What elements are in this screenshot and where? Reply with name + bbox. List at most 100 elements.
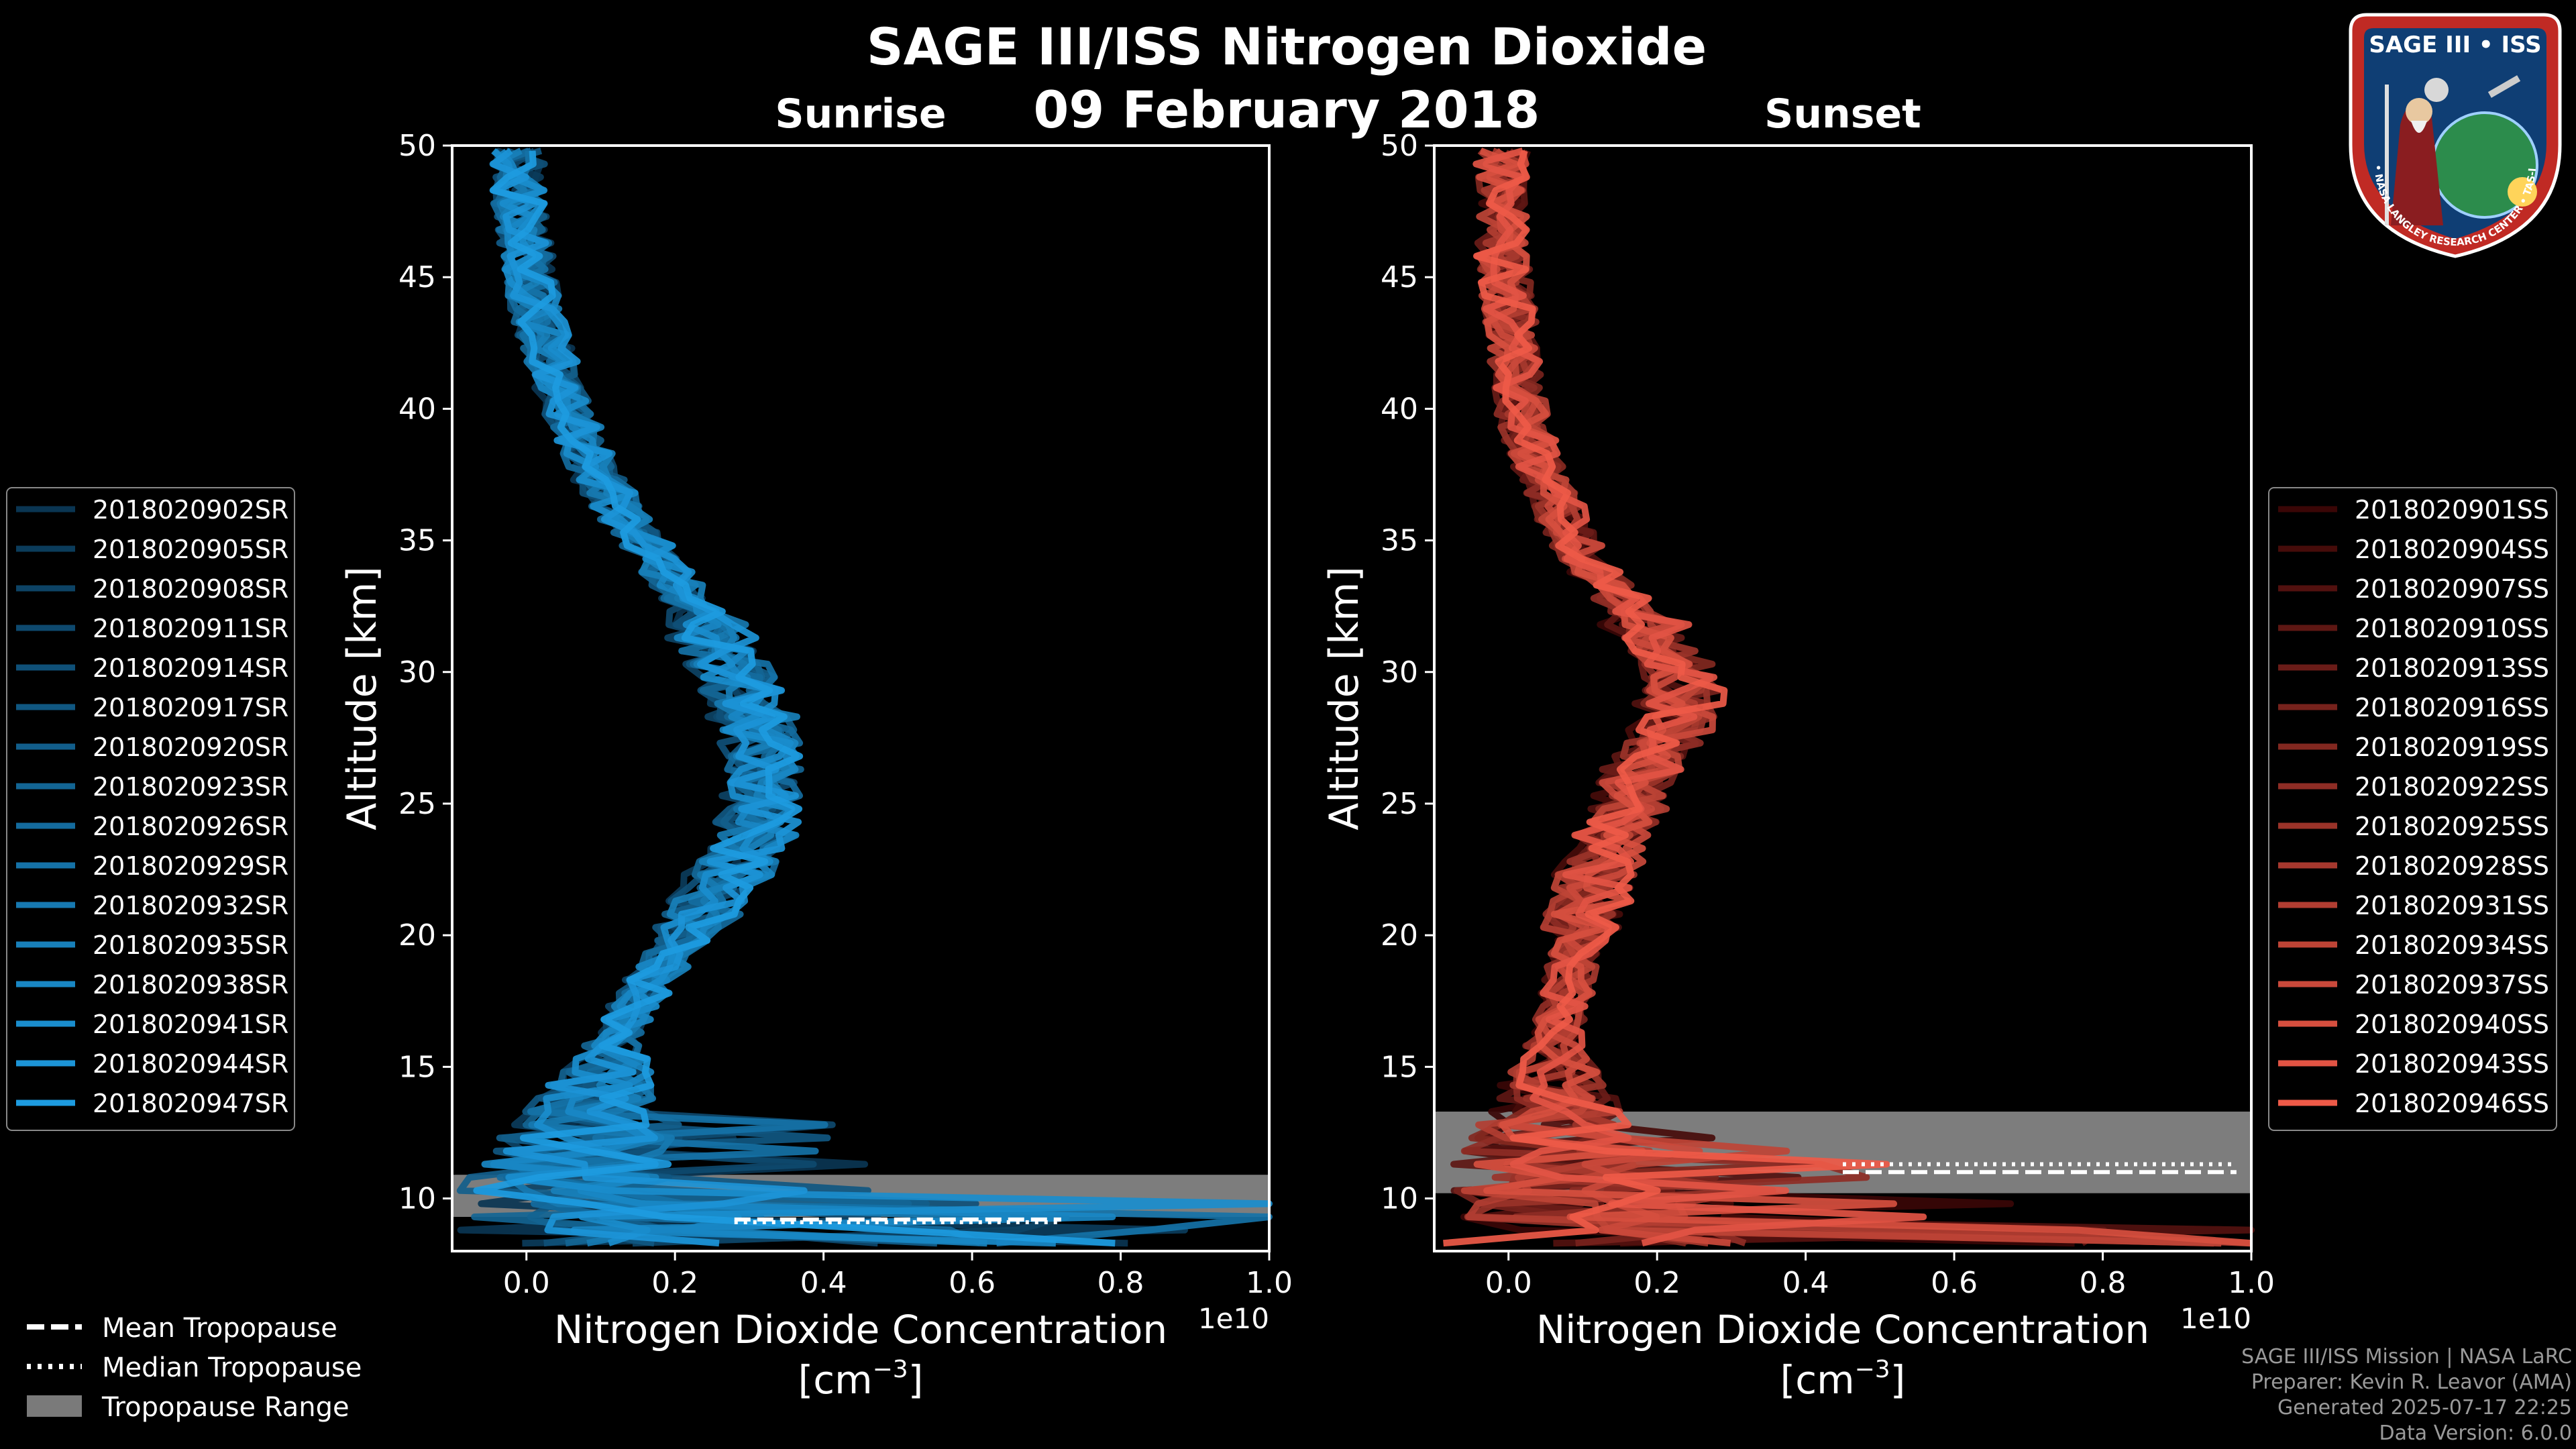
credits-version: Data Version: 6.0.0 bbox=[2379, 1421, 2572, 1445]
sunset-x-tick-label: 0.8 bbox=[2080, 1266, 2127, 1300]
astronomer-figure-icon bbox=[2391, 103, 2443, 225]
sunset-legend-label: 2018020928SS bbox=[2355, 851, 2549, 881]
sunset-legend-label: 2018020922SS bbox=[2355, 772, 2549, 802]
sunset-x-ticks: 0.0 0.2 0.4 0.6 0.8 1.0 bbox=[1485, 1251, 2275, 1300]
sunset-legend-label: 2018020934SS bbox=[2355, 930, 2549, 960]
sunset-plot-frame bbox=[1433, 144, 2253, 1252]
sunrise-legend-label: 2018020938SR bbox=[93, 970, 288, 1000]
sunset-y-tick-label: 35 bbox=[1381, 524, 1418, 558]
sunrise-panel: 10 15 20 25 30 35 40 45 50 0.0 0.2 0.4 0.6 0.8 1.0 Al… bbox=[339, 129, 1293, 1403]
sunrise-legend-label: 2018020902SR bbox=[93, 495, 288, 525]
logo-name: SAGE III • ISS bbox=[2369, 32, 2541, 58]
sunrise-legend-label: 2018020914SR bbox=[93, 653, 288, 683]
sunrise-legend-label: 2018020947SR bbox=[93, 1089, 288, 1118]
sunrise-x-tick-label: 1.0 bbox=[1246, 1266, 1293, 1300]
sunrise-x-ticks: 0.0 0.2 0.4 0.6 0.8 1.0 bbox=[503, 1251, 1293, 1300]
sunrise-y-axis-label: Altitude [km] bbox=[339, 566, 386, 830]
sunrise-legend-label: 2018020941SR bbox=[93, 1010, 288, 1039]
sunrise-legend-label: 2018020932SR bbox=[93, 891, 288, 920]
credits-preparer: Preparer: Kevin R. Leavor (AMA) bbox=[2251, 1371, 2572, 1394]
sunrise-x-tick-label: 0.6 bbox=[949, 1266, 996, 1300]
sunrise-x-tick-label: 0.8 bbox=[1097, 1266, 1144, 1300]
credits-mission: SAGE III/ISS Mission | NASA LaRC bbox=[2241, 1345, 2572, 1368]
sunrise-subtitle: Sunrise bbox=[775, 91, 946, 138]
sunset-x-axis-units: [cm−3] bbox=[1780, 1356, 1906, 1403]
sunrise-profile-2018020947SR bbox=[473, 150, 1116, 1247]
sunrise-legend-label: 2018020923SR bbox=[93, 772, 288, 802]
sunrise-profile-2018020941SR bbox=[491, 148, 1273, 1246]
sun-icon bbox=[2508, 177, 2537, 207]
sunset-legend-label: 2018020913SS bbox=[2355, 653, 2549, 683]
moon-icon bbox=[2424, 78, 2449, 102]
sunset-y-tick-label: 40 bbox=[1381, 392, 1418, 426]
sunset-legend-label: 2018020901SS bbox=[2355, 495, 2549, 525]
sunrise-y-tick-label: 50 bbox=[398, 129, 436, 163]
sunrise-y-tick-label: 25 bbox=[398, 787, 436, 821]
sunset-legend-label: 2018020943SS bbox=[2355, 1049, 2549, 1079]
sunrise-legend-label: 2018020944SR bbox=[93, 1049, 288, 1079]
mean-tropopause-label: Mean Tropopause bbox=[102, 1313, 337, 1344]
sunrise-x-axis-units: [cm−3] bbox=[798, 1356, 924, 1403]
sunset-legend-label: 2018020931SS bbox=[2355, 891, 2549, 920]
sunrise-profiles bbox=[456, 147, 1273, 1247]
sunrise-x-axis-label: Nitrogen Dioxide Concentration bbox=[554, 1307, 1167, 1352]
sunset-x-tick-label: 1.0 bbox=[2228, 1266, 2275, 1300]
sunrise-legend-label: 2018020935SR bbox=[93, 930, 288, 960]
sunrise-x-tick-label: 0.0 bbox=[503, 1266, 550, 1300]
credits: SAGE III/ISS Mission | NASA LaRC Prepare… bbox=[2241, 1344, 2572, 1446]
sunset-legend-label: 2018020946SS bbox=[2355, 1089, 2549, 1118]
sunset-x-tick-label: 0.4 bbox=[1782, 1266, 1829, 1300]
sunrise-y-tick-label: 40 bbox=[398, 392, 436, 426]
sunset-y-tick-label: 30 bbox=[1381, 655, 1418, 690]
sunrise-x-tick-label: 0.2 bbox=[651, 1266, 698, 1300]
sunset-tropopause-lines bbox=[1843, 1162, 2237, 1175]
sunrise-legend-label: 2018020926SR bbox=[93, 812, 288, 841]
sunset-legend-label: 2018020907SS bbox=[2355, 574, 2549, 604]
tropopause-range-label: Tropopause Range bbox=[101, 1392, 350, 1423]
sunset-x-tick-label: 0.2 bbox=[1633, 1266, 1680, 1300]
sunrise-y-tick-label: 20 bbox=[398, 918, 436, 953]
sunset-profiles bbox=[1443, 147, 2255, 1247]
sunset-legend-label: 2018020919SS bbox=[2355, 733, 2549, 762]
sunset-panel: 10 15 20 25 30 35 40 45 50 0.0 0.2 0.4 0.6 0.8 1.0 Al… bbox=[1321, 129, 2275, 1403]
sunset-x-multiplier: 1e10 bbox=[2180, 1302, 2251, 1335]
chart-title: SAGE III/ISS Nitrogen Dioxide bbox=[867, 17, 1707, 76]
sunrise-y-tick-label: 10 bbox=[398, 1182, 436, 1216]
sunset-legend: 2018020901SS 2018020904SS 2018020907SS 2018… bbox=[2268, 487, 2557, 1131]
sunrise-plot-frame bbox=[451, 144, 1271, 1252]
sunrise-x-tick-label: 0.4 bbox=[800, 1266, 847, 1300]
sunset-subtitle: Sunset bbox=[1764, 91, 1921, 138]
sunrise-legend-label: 2018020929SR bbox=[93, 851, 288, 881]
sunset-y-axis-label: Altitude [km] bbox=[1321, 566, 1368, 830]
sunrise-legend-label: 2018020911SR bbox=[93, 614, 288, 643]
sunset-legend-label: 2018020910SS bbox=[2355, 614, 2549, 643]
sunrise-y-tick-label: 15 bbox=[398, 1050, 436, 1084]
sunrise-profile-2018020935SR bbox=[490, 148, 987, 1247]
sunset-y-ticks: 10 15 20 25 30 35 40 45 50 bbox=[1381, 129, 1434, 1216]
sunset-legend-label: 2018020940SS bbox=[2355, 1010, 2549, 1039]
sunrise-legend-label: 2018020905SR bbox=[93, 535, 288, 564]
credits-generated: Generated 2025-07-17 22:25 bbox=[2277, 1396, 2572, 1419]
chart-date: 09 February 2018 bbox=[1034, 80, 1540, 140]
sunset-legend-label: 2018020925SS bbox=[2355, 812, 2549, 841]
sunset-x-tick-label: 0.0 bbox=[1485, 1266, 1532, 1300]
sunset-legend-label: 2018020937SS bbox=[2355, 970, 2549, 1000]
sunset-y-tick-label: 15 bbox=[1381, 1050, 1418, 1084]
sunrise-legend-label: 2018020920SR bbox=[93, 733, 288, 762]
sunrise-legend-label: 2018020917SR bbox=[93, 693, 288, 722]
sunset-x-axis-label: Nitrogen Dioxide Concentration bbox=[1536, 1307, 2149, 1352]
sunset-y-tick-label: 45 bbox=[1381, 260, 1418, 294]
iss-icon bbox=[2487, 75, 2521, 98]
sunset-y-tick-label: 20 bbox=[1381, 918, 1418, 953]
sunset-plot-area bbox=[1434, 146, 2251, 1251]
sunrise-y-ticks: 10 15 20 25 30 35 40 45 50 bbox=[398, 129, 452, 1216]
sunrise-tropopause-lines bbox=[734, 1217, 1061, 1224]
sunrise-y-tick-label: 45 bbox=[398, 260, 436, 294]
sunrise-y-tick-label: 30 bbox=[398, 655, 436, 690]
tropopause-legend: Mean Tropopause Median Tropopause Tropop… bbox=[27, 1313, 362, 1423]
sunrise-legend: 2018020902SR 2018020905SR 2018020908SR 2018… bbox=[6, 487, 295, 1131]
sunset-x-tick-label: 0.6 bbox=[1931, 1266, 1978, 1300]
median-tropopause-label: Median Tropopause bbox=[102, 1352, 362, 1383]
sunrise-y-tick-label: 35 bbox=[398, 524, 436, 558]
sunset-profile-2018020946SS bbox=[1443, 150, 1890, 1247]
